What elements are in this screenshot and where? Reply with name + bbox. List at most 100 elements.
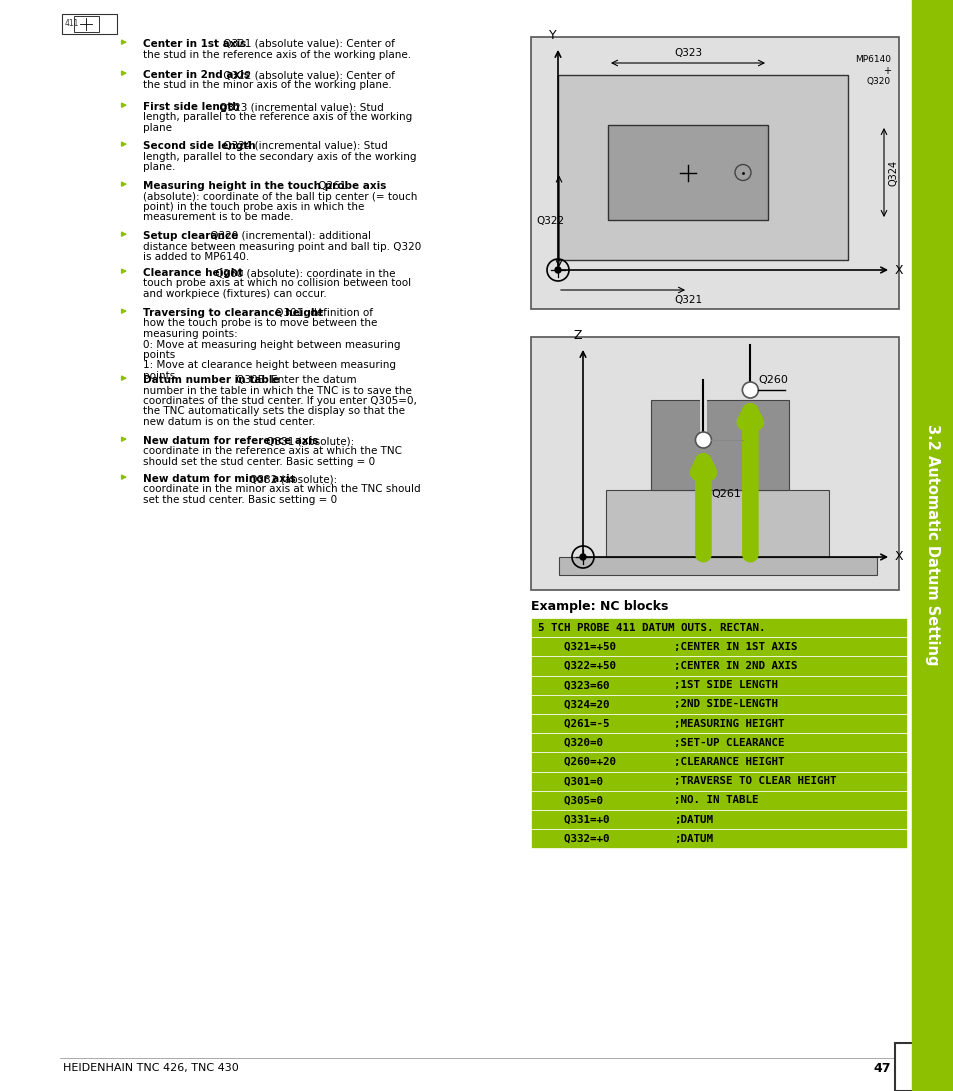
Bar <box>531 675 906 695</box>
Text: ;CLEARANCE HEIGHT: ;CLEARANCE HEIGHT <box>673 757 783 767</box>
Text: Example: NC blocks: Example: NC blocks <box>531 600 668 613</box>
Text: MP6140: MP6140 <box>854 55 890 64</box>
Text: Center in 1st axis: Center in 1st axis <box>143 39 246 49</box>
Text: New datum for reference axis: New datum for reference axis <box>143 436 318 446</box>
Text: Q323 (incremental value): Stud: Q323 (incremental value): Stud <box>216 101 383 112</box>
Text: X: X <box>894 264 902 276</box>
Bar <box>531 791 906 810</box>
Text: Q322=+50: Q322=+50 <box>537 661 616 671</box>
Bar <box>531 771 906 791</box>
Text: 1: Move at clearance height between measuring: 1: Move at clearance height between meas… <box>143 360 395 371</box>
Text: ;CENTER IN 1ST AXIS: ;CENTER IN 1ST AXIS <box>673 642 797 651</box>
Text: measurement is to be made.: measurement is to be made. <box>143 213 294 223</box>
Bar <box>74 16 99 32</box>
Circle shape <box>579 554 585 560</box>
Text: Q320 (incremental): additional: Q320 (incremental): additional <box>208 231 371 241</box>
Text: is added to MP6140.: is added to MP6140. <box>143 252 249 262</box>
Text: plane: plane <box>143 123 172 133</box>
Text: Q331=+0: Q331=+0 <box>537 815 609 825</box>
Bar <box>894 1043 944 1091</box>
Bar <box>558 75 847 260</box>
Text: Clearance height: Clearance height <box>143 268 243 278</box>
Circle shape <box>695 432 711 448</box>
Text: point) in the touch probe axis in which the: point) in the touch probe axis in which … <box>143 202 364 212</box>
Bar <box>531 337 898 590</box>
Text: ;2ND SIDE-LENGTH: ;2ND SIDE-LENGTH <box>673 699 778 709</box>
Text: Q331 (absolute):: Q331 (absolute): <box>263 436 355 446</box>
Text: HEIDENHAIN TNC 426, TNC 430: HEIDENHAIN TNC 426, TNC 430 <box>63 1063 238 1074</box>
Text: Q324 (incremental value): Stud: Q324 (incremental value): Stud <box>220 141 388 151</box>
Text: the stud in the minor axis of the working plane.: the stud in the minor axis of the workin… <box>143 81 392 91</box>
Text: Measuring height in the touch probe axis: Measuring height in the touch probe axis <box>143 181 386 191</box>
Text: coordinate in the reference axis at which the TNC: coordinate in the reference axis at whic… <box>143 446 401 456</box>
Text: Q305=0: Q305=0 <box>537 795 602 805</box>
Text: 47: 47 <box>872 1062 890 1075</box>
Text: coordinates of the stud center. If you enter Q305=0,: coordinates of the stud center. If you e… <box>143 396 416 406</box>
Text: 3.2 Automatic Datum Setting: 3.2 Automatic Datum Setting <box>924 424 940 666</box>
Text: ;DATUM: ;DATUM <box>673 834 712 843</box>
Text: Setup clearance: Setup clearance <box>143 231 238 241</box>
Text: Datum number in table: Datum number in table <box>143 375 279 385</box>
Text: Q321 (absolute value): Center of: Q321 (absolute value): Center of <box>220 39 395 49</box>
Bar <box>607 125 767 220</box>
Text: ;MEASURING HEIGHT: ;MEASURING HEIGHT <box>673 719 783 729</box>
Text: Q305: Enter the datum: Q305: Enter the datum <box>233 375 356 385</box>
Bar <box>531 714 906 733</box>
Text: First side length: First side length <box>143 101 239 112</box>
Bar <box>911 0 953 1091</box>
Text: Q324: Q324 <box>888 159 898 185</box>
Text: Q261: Q261 <box>711 489 740 499</box>
Bar <box>558 558 876 575</box>
Text: Center in 2nd axis: Center in 2nd axis <box>143 70 250 80</box>
Text: ;TRAVERSE TO CLEAR HEIGHT: ;TRAVERSE TO CLEAR HEIGHT <box>673 776 836 787</box>
Text: measuring points:: measuring points: <box>143 329 237 339</box>
Text: Q322: Q322 <box>536 216 563 226</box>
Text: plane.: plane. <box>143 161 175 172</box>
Bar <box>531 637 906 657</box>
Text: ;DATUM: ;DATUM <box>673 815 712 825</box>
Text: i: i <box>913 1052 924 1082</box>
Text: set the stud center. Basic setting = 0: set the stud center. Basic setting = 0 <box>143 495 336 505</box>
Text: Q323=60: Q323=60 <box>537 680 609 691</box>
Text: Q321: Q321 <box>673 295 701 305</box>
Text: Q324=20: Q324=20 <box>537 699 609 709</box>
Text: new datum is on the stud center.: new datum is on the stud center. <box>143 417 315 427</box>
Bar <box>531 753 906 771</box>
Text: ;1ST SIDE LENGTH: ;1ST SIDE LENGTH <box>673 680 778 691</box>
Text: Q261=-5: Q261=-5 <box>537 719 609 729</box>
Bar <box>531 618 906 637</box>
Bar <box>62 14 117 34</box>
Text: Q301: definition of: Q301: definition of <box>272 308 373 317</box>
Text: (absolute): coordinate of the ball tip center (= touch: (absolute): coordinate of the ball tip c… <box>143 192 417 202</box>
Text: +: + <box>882 65 890 76</box>
Bar <box>650 400 788 490</box>
Text: Q321=+50: Q321=+50 <box>537 642 616 651</box>
Text: New datum for minor axis: New datum for minor axis <box>143 473 295 484</box>
Text: Traversing to clearance height: Traversing to clearance height <box>143 308 323 317</box>
Text: Q301=0: Q301=0 <box>537 776 602 787</box>
Circle shape <box>741 382 758 398</box>
Text: X: X <box>894 551 902 563</box>
Text: Q320: Q320 <box>866 77 890 86</box>
Text: Q332 (absolute):: Q332 (absolute): <box>246 473 337 484</box>
Text: Y: Y <box>549 29 557 41</box>
Text: ;SET-UP CLEARANCE: ;SET-UP CLEARANCE <box>673 738 783 747</box>
Bar <box>531 733 906 753</box>
Bar <box>605 490 828 558</box>
Text: length, parallel to the secondary axis of the working: length, parallel to the secondary axis o… <box>143 152 416 161</box>
Text: how the touch probe is to move between the: how the touch probe is to move between t… <box>143 319 377 328</box>
Text: points: points <box>143 350 175 360</box>
Text: Q261: Q261 <box>314 181 346 191</box>
Bar <box>531 829 906 849</box>
Text: touch probe axis at which no collision between tool: touch probe axis at which no collision b… <box>143 278 411 288</box>
Text: Q322 (absolute value): Center of: Q322 (absolute value): Center of <box>220 70 395 80</box>
Text: Z: Z <box>573 329 581 341</box>
Text: distance between measuring point and ball tip. Q320: distance between measuring point and bal… <box>143 241 421 252</box>
Text: Q260: Q260 <box>758 375 787 385</box>
Text: Q260 (absolute): coordinate in the: Q260 (absolute): coordinate in the <box>212 268 395 278</box>
Text: the stud in the reference axis of the working plane.: the stud in the reference axis of the wo… <box>143 49 411 60</box>
Text: should set the stud center. Basic setting = 0: should set the stud center. Basic settin… <box>143 457 375 467</box>
Text: points: points <box>143 371 175 381</box>
Bar <box>531 810 906 829</box>
Text: Q320=0: Q320=0 <box>537 738 602 747</box>
